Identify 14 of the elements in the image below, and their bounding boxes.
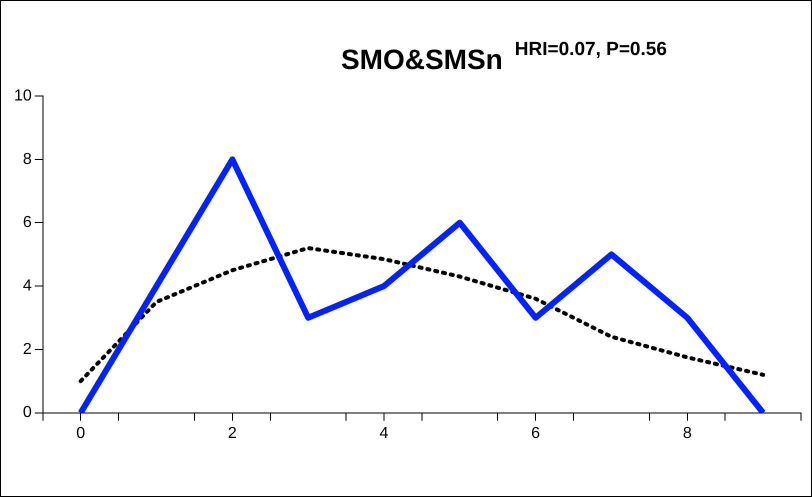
- x-tick-label: 0: [76, 424, 86, 442]
- text: HRI=0.07, P=0.56: [514, 39, 667, 60]
- y-tick-label: 6: [22, 214, 32, 232]
- line-series: [78, 246, 766, 384]
- chart-title: SMO&SMSn: [341, 44, 503, 75]
- x-tick-label: 6: [531, 424, 540, 442]
- y-tick-label: 4: [22, 277, 32, 294]
- x-tick-label: 4: [380, 424, 389, 442]
- x-tick-label: 8: [682, 424, 692, 442]
- y-tick-label: 10: [14, 87, 32, 104]
- y-tick-label: 2: [22, 340, 32, 358]
- y-tick-label: 0: [22, 404, 32, 422]
- x-tick-label: 2: [228, 424, 237, 442]
- y-tick-label: 8: [22, 150, 32, 168]
